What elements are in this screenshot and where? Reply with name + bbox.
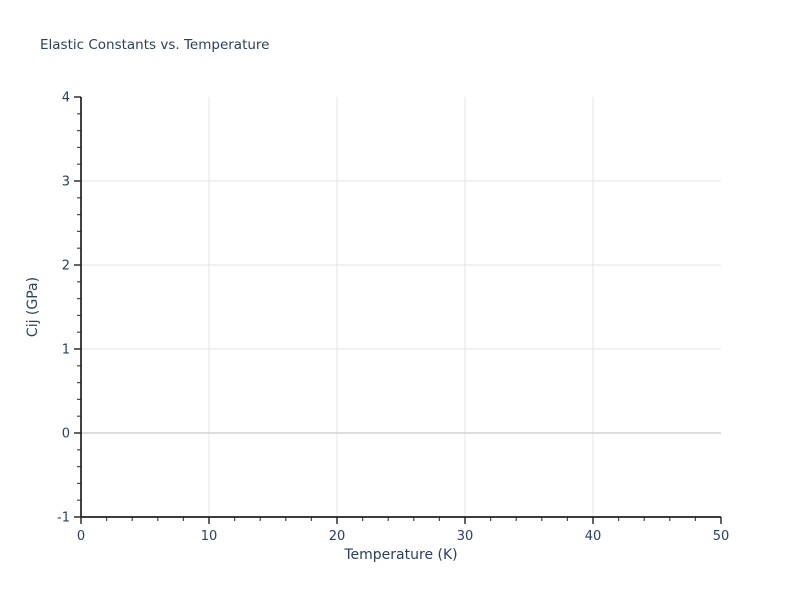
x-tick-label: 0 <box>77 529 85 544</box>
x-tick-label: 10 <box>201 529 218 544</box>
y-tick-label: 2 <box>62 259 70 274</box>
x-tick-label: 50 <box>713 529 730 544</box>
y-tick-label: 1 <box>62 343 70 358</box>
y-tick-label: -1 <box>57 511 70 526</box>
y-axis-title: Cij (GPa) <box>25 276 41 338</box>
x-tick-label: 30 <box>457 529 474 544</box>
tick-labels: 0 10 20 30 40 50 -1 0 1 2 3 4 <box>57 91 729 545</box>
x-tick-label: 40 <box>585 529 602 544</box>
axis-lines <box>80 97 721 518</box>
gridlines <box>81 97 721 517</box>
y-tick-label: 3 <box>62 175 70 190</box>
axis-ticks <box>74 96 722 524</box>
x-tick-label: 20 <box>329 529 346 544</box>
x-axis-title: Temperature (K) <box>344 547 458 563</box>
y-tick-label: 4 <box>62 91 70 106</box>
chart-title: Elastic Constants vs. Temperature <box>40 37 270 53</box>
y-tick-label: 0 <box>62 427 70 442</box>
